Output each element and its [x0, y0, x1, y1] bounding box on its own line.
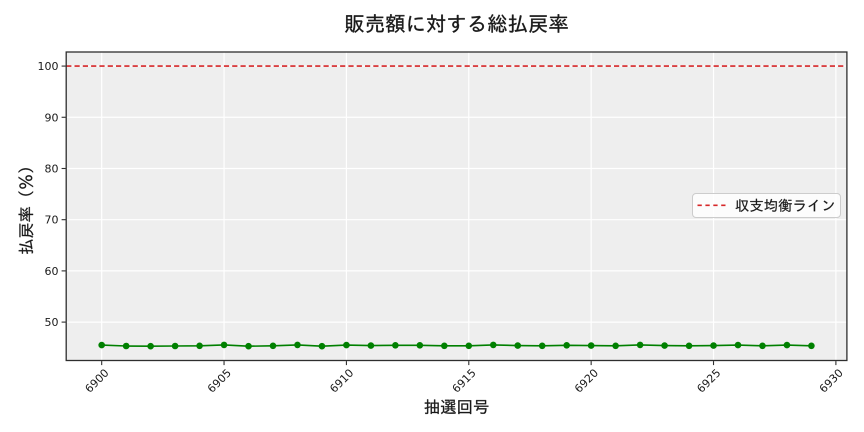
- legend-content: [697, 198, 834, 212]
- series-marker-6910: [343, 341, 350, 349]
- y-axis-label: [18, 168, 34, 255]
- series-marker-6922: [636, 341, 644, 349]
- series-marker-6919: [563, 341, 570, 349]
- x-axis-label-glyphs: [424, 399, 489, 415]
- series-marker-6905: [220, 341, 228, 349]
- series-marker-6929: [808, 342, 815, 350]
- series-marker-6916: [489, 341, 497, 349]
- tick-label-y-70: 70: [45, 214, 59, 227]
- tick-label-y-90: 90: [45, 111, 59, 124]
- series-marker-6923: [661, 342, 668, 349]
- series-marker-6908: [294, 341, 301, 349]
- series-marker-6902: [147, 342, 154, 350]
- series-marker-6912: [392, 341, 399, 349]
- plot-border: [65, 51, 848, 362]
- series-marker-6915: [465, 342, 473, 350]
- series-marker-6927: [759, 342, 766, 350]
- chart-title: [344, 13, 568, 34]
- series-marker-6909: [318, 342, 326, 350]
- series-marker-6928: [783, 341, 791, 349]
- series-marker-6904: [196, 342, 203, 350]
- series-marker-6924: [685, 342, 693, 350]
- series-marker-6914: [441, 342, 448, 350]
- legend: [691, 192, 841, 218]
- legend-label: [734, 198, 834, 212]
- series-marker-6921: [612, 342, 619, 350]
- tick-label-y-80: 80: [45, 162, 59, 175]
- series-line: [101, 344, 812, 348]
- legend-label-glyphs: [734, 198, 834, 212]
- chart-title-glyphs: [344, 13, 568, 34]
- series-marker-6926: [734, 341, 742, 349]
- tick-label-y-50: 50: [45, 316, 59, 329]
- series-marker-6907: [269, 342, 277, 350]
- series-marker-6920: [587, 342, 595, 349]
- series-marker-6906: [245, 342, 252, 350]
- tick-label-y-60: 60: [45, 265, 59, 278]
- y-axis-label-glyphs: [18, 168, 34, 255]
- series-marker-6911: [367, 342, 375, 349]
- series-marker-6918: [538, 342, 546, 350]
- series-marker-6903: [171, 342, 179, 350]
- series-marker-6913: [416, 341, 424, 349]
- series-marker-6901: [122, 342, 130, 350]
- x-axis-label: [424, 399, 489, 415]
- series-marker-6917: [514, 342, 522, 349]
- tick-label-y-100: 100: [38, 60, 59, 73]
- series-marker-6900: [98, 341, 105, 349]
- series-marker-6925: [710, 342, 717, 349]
